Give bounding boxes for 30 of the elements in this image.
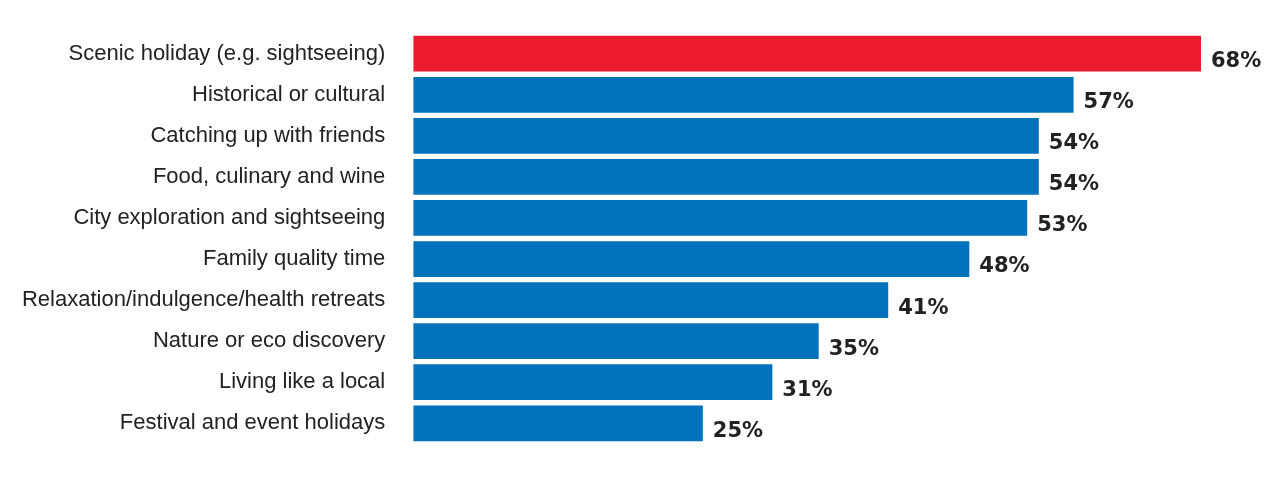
bar [413,241,970,277]
bar [413,76,1074,113]
data-label: 35% [828,335,879,360]
data-label: 53% [1037,212,1088,237]
y-tick-label: Relaxation/indulgence/health retreats [21,286,386,312]
data-label: 68% [1211,48,1262,73]
y-tick-label: Catching up with friends [150,121,386,147]
data-label: 48% [979,253,1030,278]
y-tick-label: Historical or cultural [192,80,386,106]
bar [413,117,1039,154]
bar [413,323,819,360]
y-tick-label: Scenic holiday (e.g. sightseeing) [68,39,386,65]
y-tick-label: Nature or eco discovery [152,327,386,353]
data-label: 25% [712,417,764,442]
data-label: 54% [1048,171,1100,196]
y-tick-label: Festival and event holidays [119,409,386,435]
data-label: 41% [898,294,949,319]
data-label: 54% [1048,130,1100,155]
bar [413,159,1039,195]
bar [413,282,889,318]
y-tick-label: Living like a local [218,368,386,394]
data-label: 57% [1083,89,1134,114]
bar [413,35,1201,72]
y-tick-label: Family quality time [203,245,386,271]
data-label: 31% [782,376,833,401]
y-tick-label: City exploration and sightseeing [73,204,386,230]
bar [413,405,703,442]
y-tick-label: Food, culinary and wine [152,162,386,188]
bar [413,364,773,401]
bar [413,200,1028,236]
